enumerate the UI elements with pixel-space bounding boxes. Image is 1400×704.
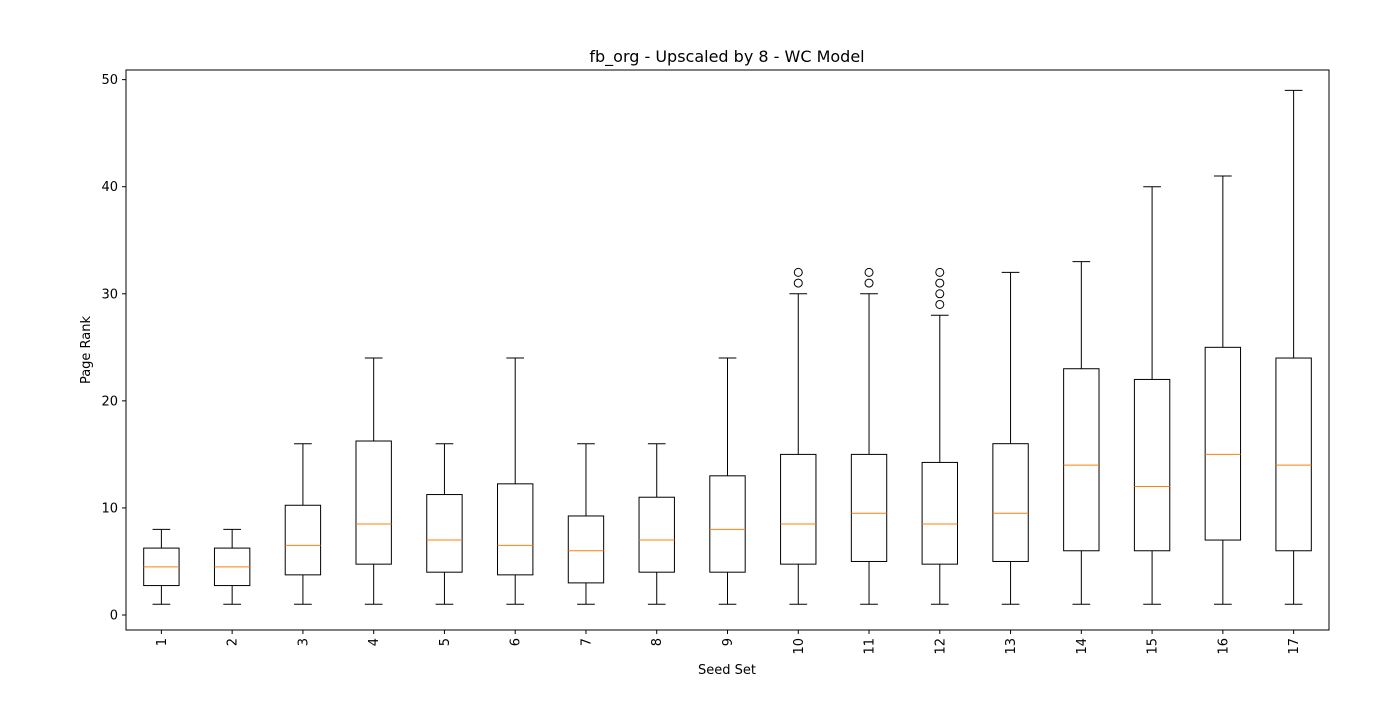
outlier-point xyxy=(935,278,945,288)
x-tick-label: 5 xyxy=(438,638,453,646)
box-group-2 xyxy=(213,528,251,605)
outlier-point xyxy=(864,278,874,288)
box-group-6 xyxy=(497,357,534,605)
box-group-12 xyxy=(921,267,958,605)
x-tick-label: 9 xyxy=(721,638,736,646)
x-axis-label: Seed Set xyxy=(698,663,756,678)
box-iqr xyxy=(1133,378,1171,552)
outlier-point xyxy=(864,267,874,277)
y-tick-label: 30 xyxy=(101,287,118,302)
y-axis-label: Page Rank xyxy=(79,315,94,384)
box-iqr xyxy=(709,475,746,573)
outlier-point xyxy=(935,289,945,299)
y-tick-label: 0 xyxy=(110,609,118,624)
box-iqr xyxy=(426,494,463,573)
y-tick-label: 50 xyxy=(101,73,118,88)
outlier-point xyxy=(935,299,945,309)
box-group-15 xyxy=(1133,186,1171,605)
box-iqr xyxy=(284,504,322,576)
box-group-14 xyxy=(1063,261,1100,605)
y-tick-label: 40 xyxy=(101,180,118,195)
box-group-10 xyxy=(780,267,817,605)
x-tick-label: 3 xyxy=(296,638,311,646)
x-tick-label: 11 xyxy=(863,638,878,655)
plot-frame xyxy=(125,69,1330,631)
outlier-point xyxy=(793,267,803,277)
chart-title: fb_org - Upscaled by 8 - WC Model xyxy=(589,47,864,67)
box-group-11 xyxy=(850,267,888,605)
box-iqr xyxy=(355,440,392,565)
box-iqr xyxy=(921,461,958,565)
box-iqr xyxy=(780,453,817,565)
x-tick-label: 4 xyxy=(367,638,382,646)
box-iqr xyxy=(638,496,675,573)
box-group-7 xyxy=(567,443,605,605)
y-tick-label: 20 xyxy=(101,394,118,409)
x-tick-label: 7 xyxy=(579,638,594,646)
box-group-13 xyxy=(992,271,1029,605)
outlier-point xyxy=(793,278,803,288)
box-iqr xyxy=(1275,357,1312,552)
x-tick-label: 14 xyxy=(1075,638,1090,655)
box-iqr xyxy=(850,453,888,562)
x-tick-label: 12 xyxy=(933,638,948,655)
x-tick-label: 6 xyxy=(509,638,524,646)
x-tick-label: 1 xyxy=(155,638,170,646)
box-group-4 xyxy=(355,357,392,605)
box-iqr xyxy=(567,515,605,584)
x-tick-label: 10 xyxy=(792,638,807,655)
plot-marks xyxy=(143,89,1312,605)
x-tick-label: 16 xyxy=(1216,638,1231,655)
x-tick-label: 13 xyxy=(1004,638,1019,655)
box-group-3 xyxy=(284,443,322,605)
y-tick-label: 10 xyxy=(101,501,118,516)
x-tick-label: 2 xyxy=(226,638,241,646)
outlier-point xyxy=(935,267,945,277)
box-group-5 xyxy=(426,443,463,605)
box-iqr xyxy=(497,483,534,576)
box-iqr xyxy=(992,443,1029,562)
x-tick-label: 15 xyxy=(1146,638,1161,655)
box-group-17 xyxy=(1275,89,1312,605)
x-tick-label: 17 xyxy=(1287,638,1302,655)
box-group-1 xyxy=(143,528,180,605)
box-group-16 xyxy=(1204,175,1242,605)
box-iqr xyxy=(1063,368,1100,552)
box-iqr xyxy=(1204,346,1242,541)
box-group-8 xyxy=(638,443,675,605)
x-tick-label: 8 xyxy=(650,638,665,646)
box-group-9 xyxy=(709,357,746,605)
